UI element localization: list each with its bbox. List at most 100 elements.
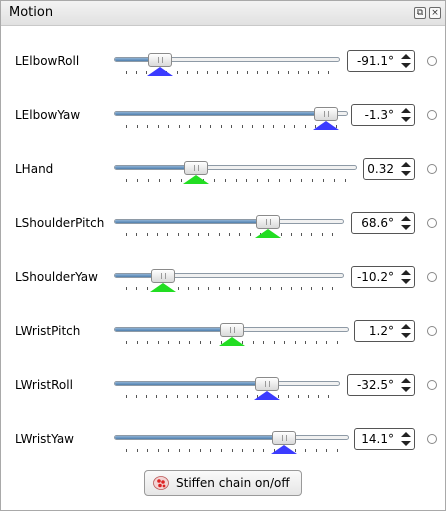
slider-fill xyxy=(115,112,336,115)
spin-up-icon[interactable] xyxy=(401,162,411,167)
joint-slider[interactable] xyxy=(114,435,349,440)
slider-tick xyxy=(147,125,148,128)
slider-tick xyxy=(210,125,211,128)
slider-tick xyxy=(290,179,292,182)
slider-handle[interactable] xyxy=(184,161,209,175)
reset-icon[interactable] xyxy=(427,434,437,444)
reset-icon[interactable] xyxy=(427,326,437,336)
reset-icon[interactable] xyxy=(427,56,437,66)
position-marker xyxy=(254,391,281,400)
slider-tick xyxy=(199,341,201,344)
spin-down-icon[interactable] xyxy=(401,441,411,446)
slider-tick xyxy=(126,395,127,398)
slider-tick xyxy=(263,341,265,344)
slider-handle[interactable] xyxy=(313,107,338,121)
joint-slider[interactable] xyxy=(114,219,344,224)
spin-up-icon[interactable] xyxy=(401,216,411,221)
joint-value-spinbox[interactable]: -1.3° xyxy=(351,104,415,126)
slider-tick xyxy=(178,125,180,128)
spin-up-icon[interactable] xyxy=(401,54,411,59)
slider-tick xyxy=(136,125,138,128)
reset-icon[interactable] xyxy=(427,110,437,120)
slider-tick xyxy=(231,449,233,452)
float-icon[interactable]: ⧉ xyxy=(414,7,426,19)
slider-handle[interactable] xyxy=(148,53,173,67)
slider-tick xyxy=(257,71,259,74)
joint-slider[interactable] xyxy=(114,111,348,116)
stiffen-chain-button[interactable]: Stiffen chain on/off xyxy=(144,470,302,496)
spin-down-icon[interactable] xyxy=(401,63,411,68)
spin-up-icon[interactable] xyxy=(401,432,411,437)
slider-tick xyxy=(239,233,241,236)
spin-down-icon[interactable] xyxy=(401,225,411,230)
slider-tick xyxy=(157,125,159,128)
reset-icon[interactable] xyxy=(427,164,437,174)
spin-up-icon[interactable] xyxy=(401,324,411,329)
slider-tick xyxy=(220,125,222,128)
slider-handle[interactable] xyxy=(256,215,281,229)
slider-tick xyxy=(287,395,289,398)
slider-tick xyxy=(268,179,270,182)
slider-tick xyxy=(332,233,333,236)
joint-slider[interactable] xyxy=(114,165,357,170)
close-icon[interactable]: × xyxy=(429,7,441,19)
slider-tick xyxy=(323,179,325,182)
slider-tick xyxy=(242,449,244,452)
slider-tick xyxy=(136,287,138,290)
slider-tick xyxy=(177,287,179,290)
slider-tick xyxy=(345,179,346,182)
joint-slider[interactable] xyxy=(114,273,344,278)
joint-value-spinbox[interactable]: -10.2° xyxy=(351,266,415,288)
slider-tick xyxy=(267,71,269,74)
spin-up-icon[interactable] xyxy=(401,108,411,113)
reset-icon[interactable] xyxy=(427,218,437,228)
spin-up-icon[interactable] xyxy=(401,270,411,275)
joint-value: -10.2° xyxy=(356,270,394,284)
joint-slider[interactable] xyxy=(114,57,340,62)
spin-down-icon[interactable] xyxy=(401,171,411,176)
panel-titlebar: Motion ⧉ × xyxy=(1,1,445,26)
joint-name-label: LHand xyxy=(15,162,54,176)
reset-icon[interactable] xyxy=(427,380,437,390)
spin-up-icon[interactable] xyxy=(401,378,411,383)
slider-tick xyxy=(312,179,314,182)
slider-tick xyxy=(262,125,264,128)
slider-tick xyxy=(210,341,212,344)
slider-tick xyxy=(227,71,228,74)
slider-tick xyxy=(126,179,127,182)
slider-tick xyxy=(126,287,127,290)
slider-handle[interactable] xyxy=(151,269,176,283)
slider-fill xyxy=(115,328,232,331)
joint-value-spinbox[interactable]: 68.6° xyxy=(351,212,415,234)
joint-value-spinbox[interactable]: 1.2° xyxy=(354,320,415,342)
slider-tick xyxy=(126,449,127,452)
slider-tick xyxy=(227,395,228,398)
slider-tick xyxy=(210,449,212,452)
joint-value-spinbox[interactable]: 0.32 xyxy=(363,158,415,180)
joint-value-spinbox[interactable]: -91.1° xyxy=(347,50,415,72)
slider-handle[interactable] xyxy=(272,431,297,445)
joint-value-spinbox[interactable]: 14.1° xyxy=(354,428,415,450)
joint-value: 0.32 xyxy=(367,162,394,176)
slider-handle[interactable] xyxy=(219,323,244,337)
spin-down-icon[interactable] xyxy=(401,279,411,284)
spin-down-icon[interactable] xyxy=(401,387,411,392)
slider-tick xyxy=(198,287,200,290)
slider-tick xyxy=(126,233,127,236)
slider-tick xyxy=(136,179,138,182)
slider-tick xyxy=(252,341,254,344)
slider-tick xyxy=(213,179,215,182)
slider-tick xyxy=(166,395,168,398)
joint-value-spinbox[interactable]: -32.5° xyxy=(347,374,415,396)
slider-tick xyxy=(307,395,309,398)
joint-value: -91.1° xyxy=(356,54,394,68)
slider-tick xyxy=(334,179,336,182)
spin-down-icon[interactable] xyxy=(401,333,411,338)
slider-tick xyxy=(126,125,127,128)
spin-down-icon[interactable] xyxy=(401,117,411,122)
joint-slider[interactable] xyxy=(114,381,340,386)
slider-tick xyxy=(277,71,279,74)
slider-handle[interactable] xyxy=(255,377,280,391)
reset-icon[interactable] xyxy=(427,272,437,282)
